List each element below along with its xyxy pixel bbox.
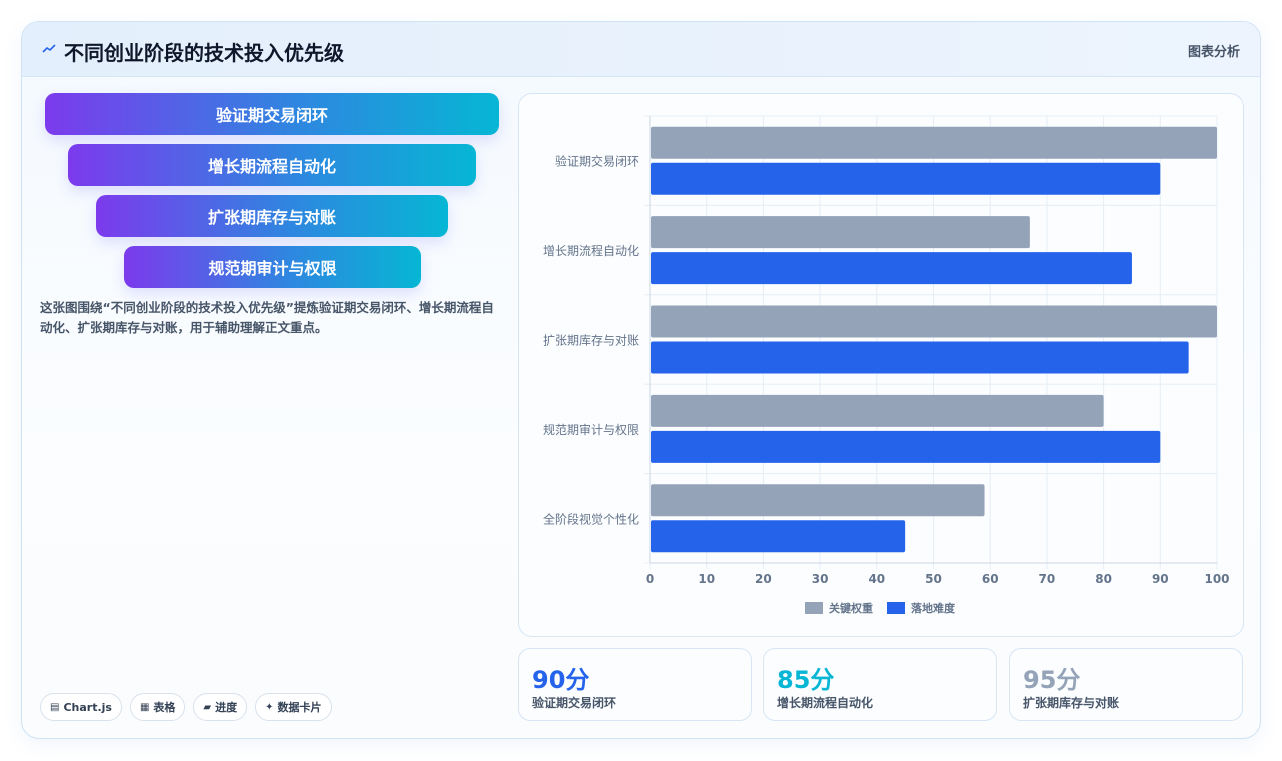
trend-icon — [42, 44, 56, 53]
legend-label: 落地难度 — [911, 601, 956, 615]
x-tick-label: 10 — [698, 572, 715, 586]
legend-swatch — [887, 602, 905, 614]
sparkle-icon: ✦ — [265, 701, 274, 713]
y-tick-label: 规范期审计与权限 — [543, 422, 639, 437]
chart-description: 这张图围绕“不同创业阶段的技术投入优先级”提炼验证期交易闭环、增长期流程自动化、… — [40, 300, 494, 335]
legend-swatch — [805, 602, 823, 614]
main-card: 不同创业阶段的技术投入优先级 图表分析 验证期交易闭环 增长期流程自动化 扩张期… — [21, 21, 1261, 739]
funnel-step-label: 验证期交易闭环 — [215, 106, 328, 125]
bar-weight — [651, 216, 1030, 249]
bar-difficulty — [651, 520, 906, 553]
funnel-step-label: 扩张期库存与对账 — [207, 208, 336, 227]
progress-icon: ▰ — [203, 701, 212, 713]
funnel-step-4[interactable]: 规范期审计与权限 — [124, 246, 421, 288]
bar-difficulty — [651, 252, 1132, 285]
chip-table[interactable]: ▦ 表格 — [129, 693, 186, 721]
x-tick-label: 0 — [646, 572, 654, 586]
stat-value: 90分 — [532, 666, 590, 694]
x-tick-label: 20 — [755, 572, 772, 586]
tech-chips: ▤ Chart.js ▦ 表格 ▰ 进度 ✦ 数据卡片 — [40, 693, 332, 721]
bar-difficulty — [651, 430, 1161, 463]
stat-card-1: 90分 验证期交易闭环 — [518, 648, 752, 721]
chart-analysis-tag[interactable]: 图表分析 — [1187, 45, 1240, 60]
stat-label: 验证期交易闭环 — [532, 696, 617, 710]
x-tick-label: 100 — [1204, 572, 1229, 586]
y-tick-label: 扩张期库存与对账 — [543, 333, 639, 348]
y-tick-label: 全阶段视觉个性化 — [543, 511, 639, 526]
stat-card-2: 85分 增长期流程自动化 — [763, 648, 997, 721]
bar-weight — [651, 394, 1104, 427]
chart-panel: 验证期交易闭环增长期流程自动化 扩张期库存与对账 规范期审计与权限 全阶段视觉个性化 0… — [518, 93, 1244, 637]
chip-progress[interactable]: ▰ 进度 — [193, 693, 248, 721]
page-title: 不同创业阶段的技术投入优先级 — [64, 41, 344, 65]
chip-data-card[interactable]: ✦ 数据卡片 — [255, 693, 332, 721]
x-tick-label: 70 — [1039, 572, 1056, 586]
chip-label: Chart.js — [63, 700, 112, 714]
x-tick-label: 30 — [812, 572, 829, 586]
legend-label: 关键权重 — [829, 601, 873, 615]
bar-weight — [651, 484, 985, 517]
funnel-step-label: 规范期审计与权限 — [208, 259, 337, 278]
stat-label: 扩张期库存与对账 — [1023, 696, 1120, 710]
stat-value: 85分 — [777, 666, 835, 694]
funnel-step-1[interactable]: 验证期交易闭环 — [45, 93, 499, 135]
funnel-step-3[interactable]: 扩张期库存与对账 — [96, 195, 448, 237]
funnel-step-2[interactable]: 增长期流程自动化 — [68, 144, 476, 186]
stat-card-3: 95分 扩张期库存与对账 — [1009, 648, 1243, 721]
x-tick-label: 80 — [1095, 572, 1112, 586]
x-tick-label: 60 — [982, 572, 999, 586]
x-tick-label: 40 — [868, 572, 885, 586]
funnel-step-label: 增长期流程自动化 — [207, 157, 336, 176]
bar-difficulty — [651, 162, 1161, 195]
table-icon: ▦ — [139, 701, 150, 713]
x-tick-label: 90 — [1152, 572, 1169, 586]
bar-weight — [651, 305, 1217, 338]
chip-chartjs[interactable]: ▤ Chart.js — [40, 693, 122, 721]
y-tick-label: 增长期流程自动化 — [543, 243, 639, 258]
stat-value: 95分 — [1023, 666, 1081, 694]
chart-icon: ▤ — [50, 701, 60, 713]
stat-label: 增长期流程自动化 — [777, 696, 874, 710]
chip-label: 进度 — [215, 701, 238, 714]
bar-difficulty — [651, 341, 1189, 374]
x-tick-label: 50 — [925, 572, 942, 586]
bar-weight — [651, 126, 1217, 159]
y-tick-label: 验证期交易闭环 — [555, 154, 639, 169]
chip-label: 数据卡片 — [277, 701, 322, 714]
card-header: 不同创业阶段的技术投入优先级 图表分析 — [22, 22, 1260, 77]
chip-label: 表格 — [153, 701, 176, 714]
